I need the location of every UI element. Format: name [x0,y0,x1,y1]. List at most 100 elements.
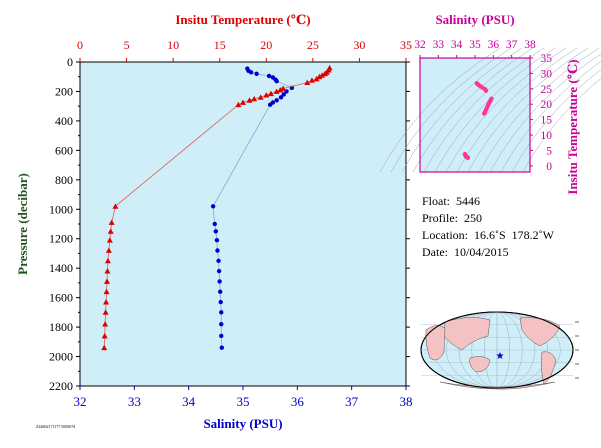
temperature-tick-label: 15 [214,38,226,52]
ts-salinity-tick-label: 33 [433,39,445,51]
pressure-tick-label: 0 [67,55,73,69]
density-contour [522,77,601,173]
density-contour [379,47,501,173]
ts-temperature-tick-label: 15 [541,115,553,127]
pressure-tick-label: 1000 [49,202,73,216]
temperature-tick-label: 5 [124,38,130,52]
temperature-tick-label: 30 [353,38,365,52]
salinity-point [274,98,279,103]
pressure-tick-label: 1400 [49,261,73,275]
float-number: Float: 5446 [422,194,481,208]
ts-salinity-axis-title: Salinity (PSU) [435,12,514,27]
density-contour [423,47,545,173]
temperature-point [308,77,315,83]
ts-point [465,155,471,161]
float-location-marker: ★ [496,351,505,362]
ts-salinity-tick-label: 37 [506,39,518,51]
location-text: Location: 16.6˚S 178.2˚W [422,228,554,242]
salinity-point [214,238,220,243]
temperature-point [235,101,242,108]
pressure-tick-label: 2200 [49,379,73,393]
temperature-point [101,332,108,339]
temperature-point [246,97,253,103]
salinity-tick-label: 37 [345,394,359,409]
salinity-tick-label: 34 [182,394,196,409]
temperature-point [112,203,119,209]
pressure-axis-title: Pressure (decibar) [15,173,30,275]
salinity-point [267,102,273,107]
temperature-point [107,228,114,234]
temperature-point [102,321,109,327]
ts-salinity-tick-label: 34 [451,39,463,51]
ts-temperature-tick-label: 10 [541,130,553,142]
temperature-tick-label: 0 [77,38,83,52]
salinity-point [281,92,286,97]
temperature-tick-label: 25 [307,38,319,52]
temperature-point [304,79,311,86]
temperature-point [240,99,246,105]
density-contour [401,47,523,173]
density-contour [478,47,600,173]
world-map: ★ [420,311,579,390]
salinity-point [219,345,225,350]
salinity-point [215,248,220,253]
pressure-tick-label: 1600 [49,291,73,305]
map-landmass [425,325,446,361]
map-landmass [519,317,561,347]
ts-temperature-tick-label: 20 [541,99,553,111]
temperature-tick-label: 35 [400,38,412,52]
map-landmass [443,317,491,351]
density-contour [489,53,601,173]
ts-salinity-tick-label: 32 [414,39,426,51]
temperature-point [108,219,115,225]
salinity-tick-label: 32 [74,394,87,409]
salinity-point [219,310,224,315]
salinity-point [274,78,279,84]
density-contour [434,47,556,173]
ts-salinity-tick-label: 36 [488,39,500,51]
temperature-point [104,257,111,264]
salinity-tick-label: 38 [400,394,413,409]
temperature-point [103,299,110,305]
salinity-point [217,279,222,284]
pressure-tick-label: 400 [55,114,73,128]
pressure-tick-label: 600 [55,143,73,157]
profile-number: Profile: 250 [422,211,482,225]
temperature-point [106,237,113,243]
ts-temperature-axis-title: Insitu Temperature (℃) [565,59,580,194]
plot-background [79,61,407,387]
temperature-point [104,278,111,284]
temperature-axis-title: Insitu Temperature (℃) [175,12,310,27]
salinity-point [218,299,223,305]
map-landmass [439,381,556,390]
map-landmass [469,356,491,373]
salinity-point [213,229,219,234]
salinity-tick-label: 36 [291,394,305,409]
temperature-point [313,75,320,82]
salinity-point [254,71,259,76]
pressure-tick-label: 1800 [49,320,73,334]
ts-temperature-tick-label: 5 [546,145,552,157]
temperature-point [273,88,280,94]
pressure-tick-label: 200 [55,84,73,98]
map-landmass [541,351,557,385]
density-contour [445,47,567,173]
salinity-point [216,258,221,264]
ts-point [481,111,487,116]
temperature-point [103,288,110,295]
salinity-axis-title: Salinity (PSU) [203,416,282,431]
density-contour [467,47,589,173]
main-profile-plot: 0200400600800100012001400160018002000220… [15,12,413,431]
ts-salinity-tick-label: 35 [469,39,481,51]
salinity-point [219,321,224,327]
pressure-tick-label: 800 [55,173,73,187]
density-contour [390,47,512,173]
salinity-point [216,268,222,274]
ts-temperature-tick-label: 35 [541,53,553,65]
density-contour [511,69,601,173]
salinity-point [266,73,272,79]
salinity-point [248,70,254,75]
density-contour [412,47,534,173]
temperature-point [263,92,270,98]
density-contour [500,61,601,173]
